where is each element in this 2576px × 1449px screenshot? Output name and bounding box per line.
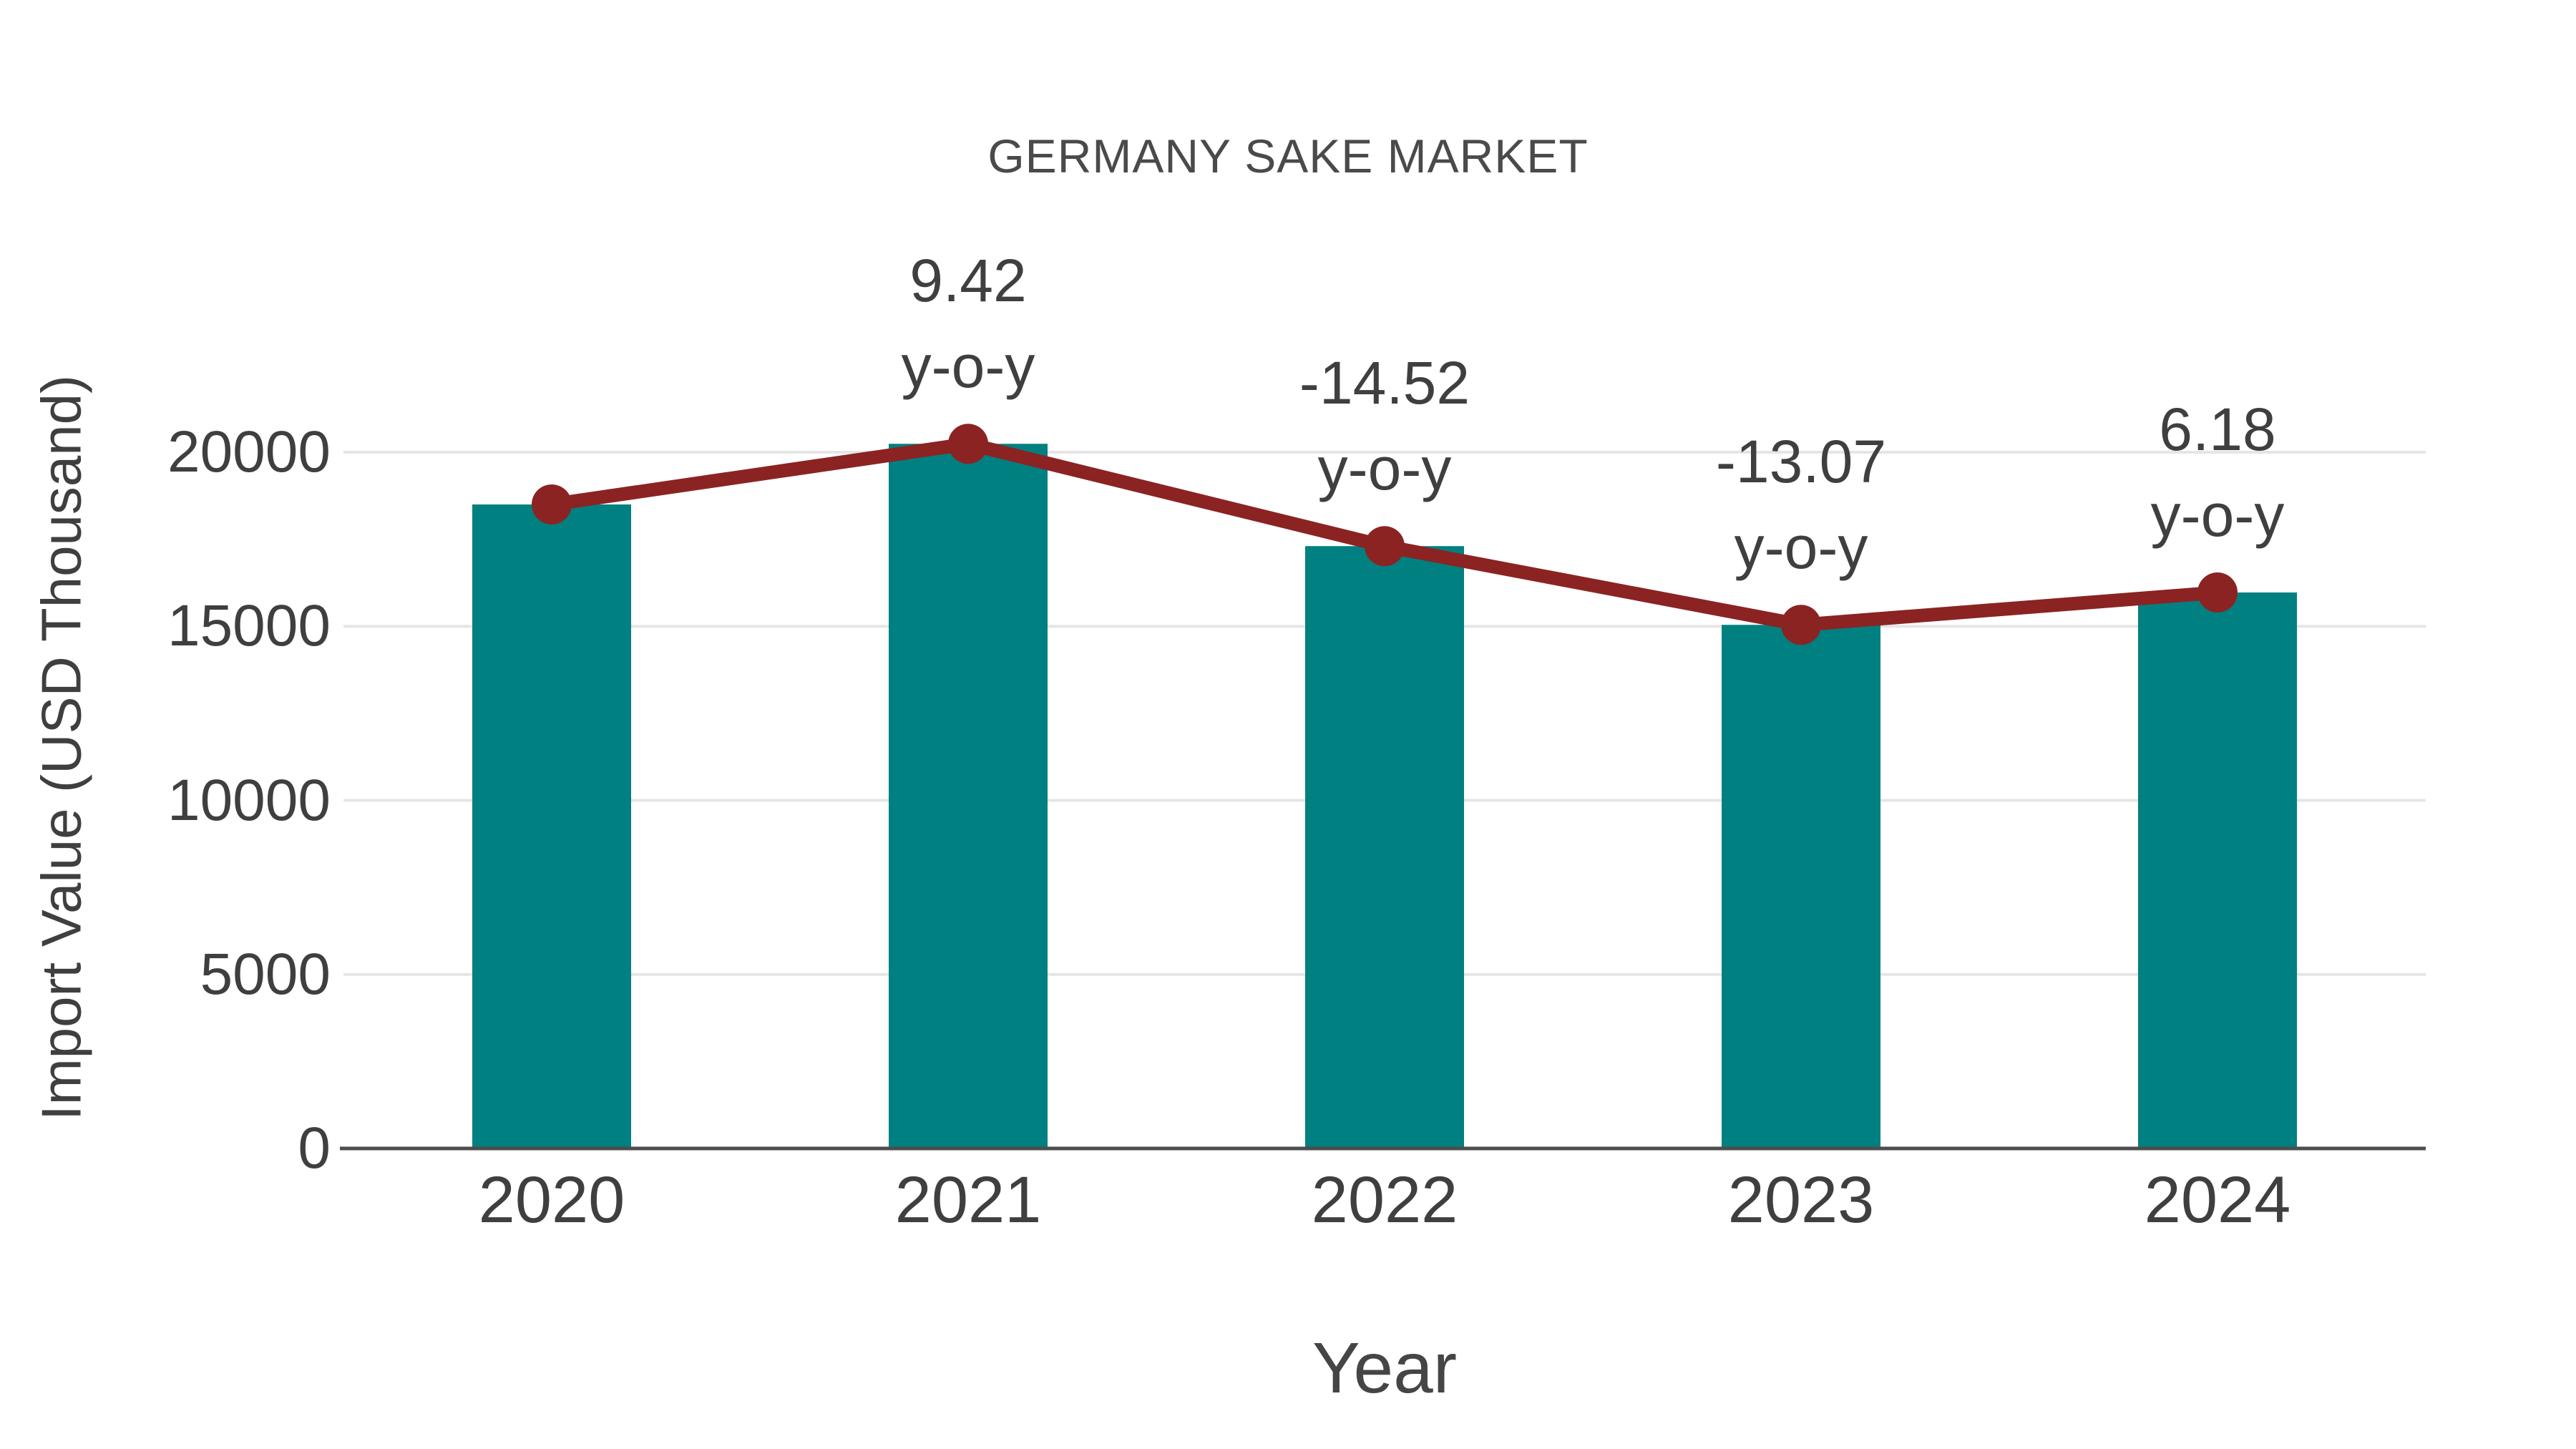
x-tick-label: 2022 (1311, 1163, 1458, 1236)
yoy-annotation: -14.52 y-o-y (1299, 340, 1470, 512)
bar-2024 (2138, 592, 2297, 1148)
y-tick-label: 0 (298, 1116, 331, 1181)
yoy-annotation: 9.42 y-o-y (902, 238, 1035, 409)
yoy-annotation: -13.07 y-o-y (1716, 419, 1886, 590)
yoy-suffix: y-o-y (2150, 482, 2285, 549)
bar-2021 (889, 444, 1048, 1148)
x-axis-title: Year (1312, 1328, 1458, 1408)
trend-marker-2020 (532, 484, 572, 525)
y-tick-label: 10000 (167, 767, 331, 833)
trend-marker-2024 (2197, 572, 2238, 613)
bar-2023 (1722, 625, 1880, 1148)
yoy-value: -13.07 (1715, 428, 1887, 496)
yoy-suffix: y-o-y (1317, 435, 1452, 503)
y-tick-label: 5000 (200, 941, 331, 1007)
chart-title: GERMANY SAKE MARKET (987, 130, 1589, 182)
y-tick-label: 15000 (167, 593, 331, 659)
trend-marker-2021 (948, 424, 988, 464)
x-tick-label: 2023 (1727, 1163, 1875, 1236)
yoy-value: 9.42 (909, 247, 1027, 315)
yoy-annotation: 6.18 y-o-y (2151, 386, 2285, 558)
y-tick-label: 20000 (167, 419, 331, 484)
trend-marker-2022 (1365, 526, 1405, 567)
x-tick-label: 2020 (478, 1163, 625, 1236)
x-tick-label: 2021 (894, 1163, 1042, 1236)
yoy-suffix: y-o-y (901, 333, 1035, 401)
x-tick-label: 2024 (2144, 1163, 2291, 1236)
yoy-value: 6.18 (2159, 396, 2276, 463)
bar-2020 (472, 504, 631, 1148)
bar-2022 (1305, 546, 1464, 1148)
trend-marker-2023 (1781, 605, 1821, 645)
yoy-value: -14.52 (1299, 349, 1470, 417)
yoy-suffix: y-o-y (1734, 514, 1868, 582)
